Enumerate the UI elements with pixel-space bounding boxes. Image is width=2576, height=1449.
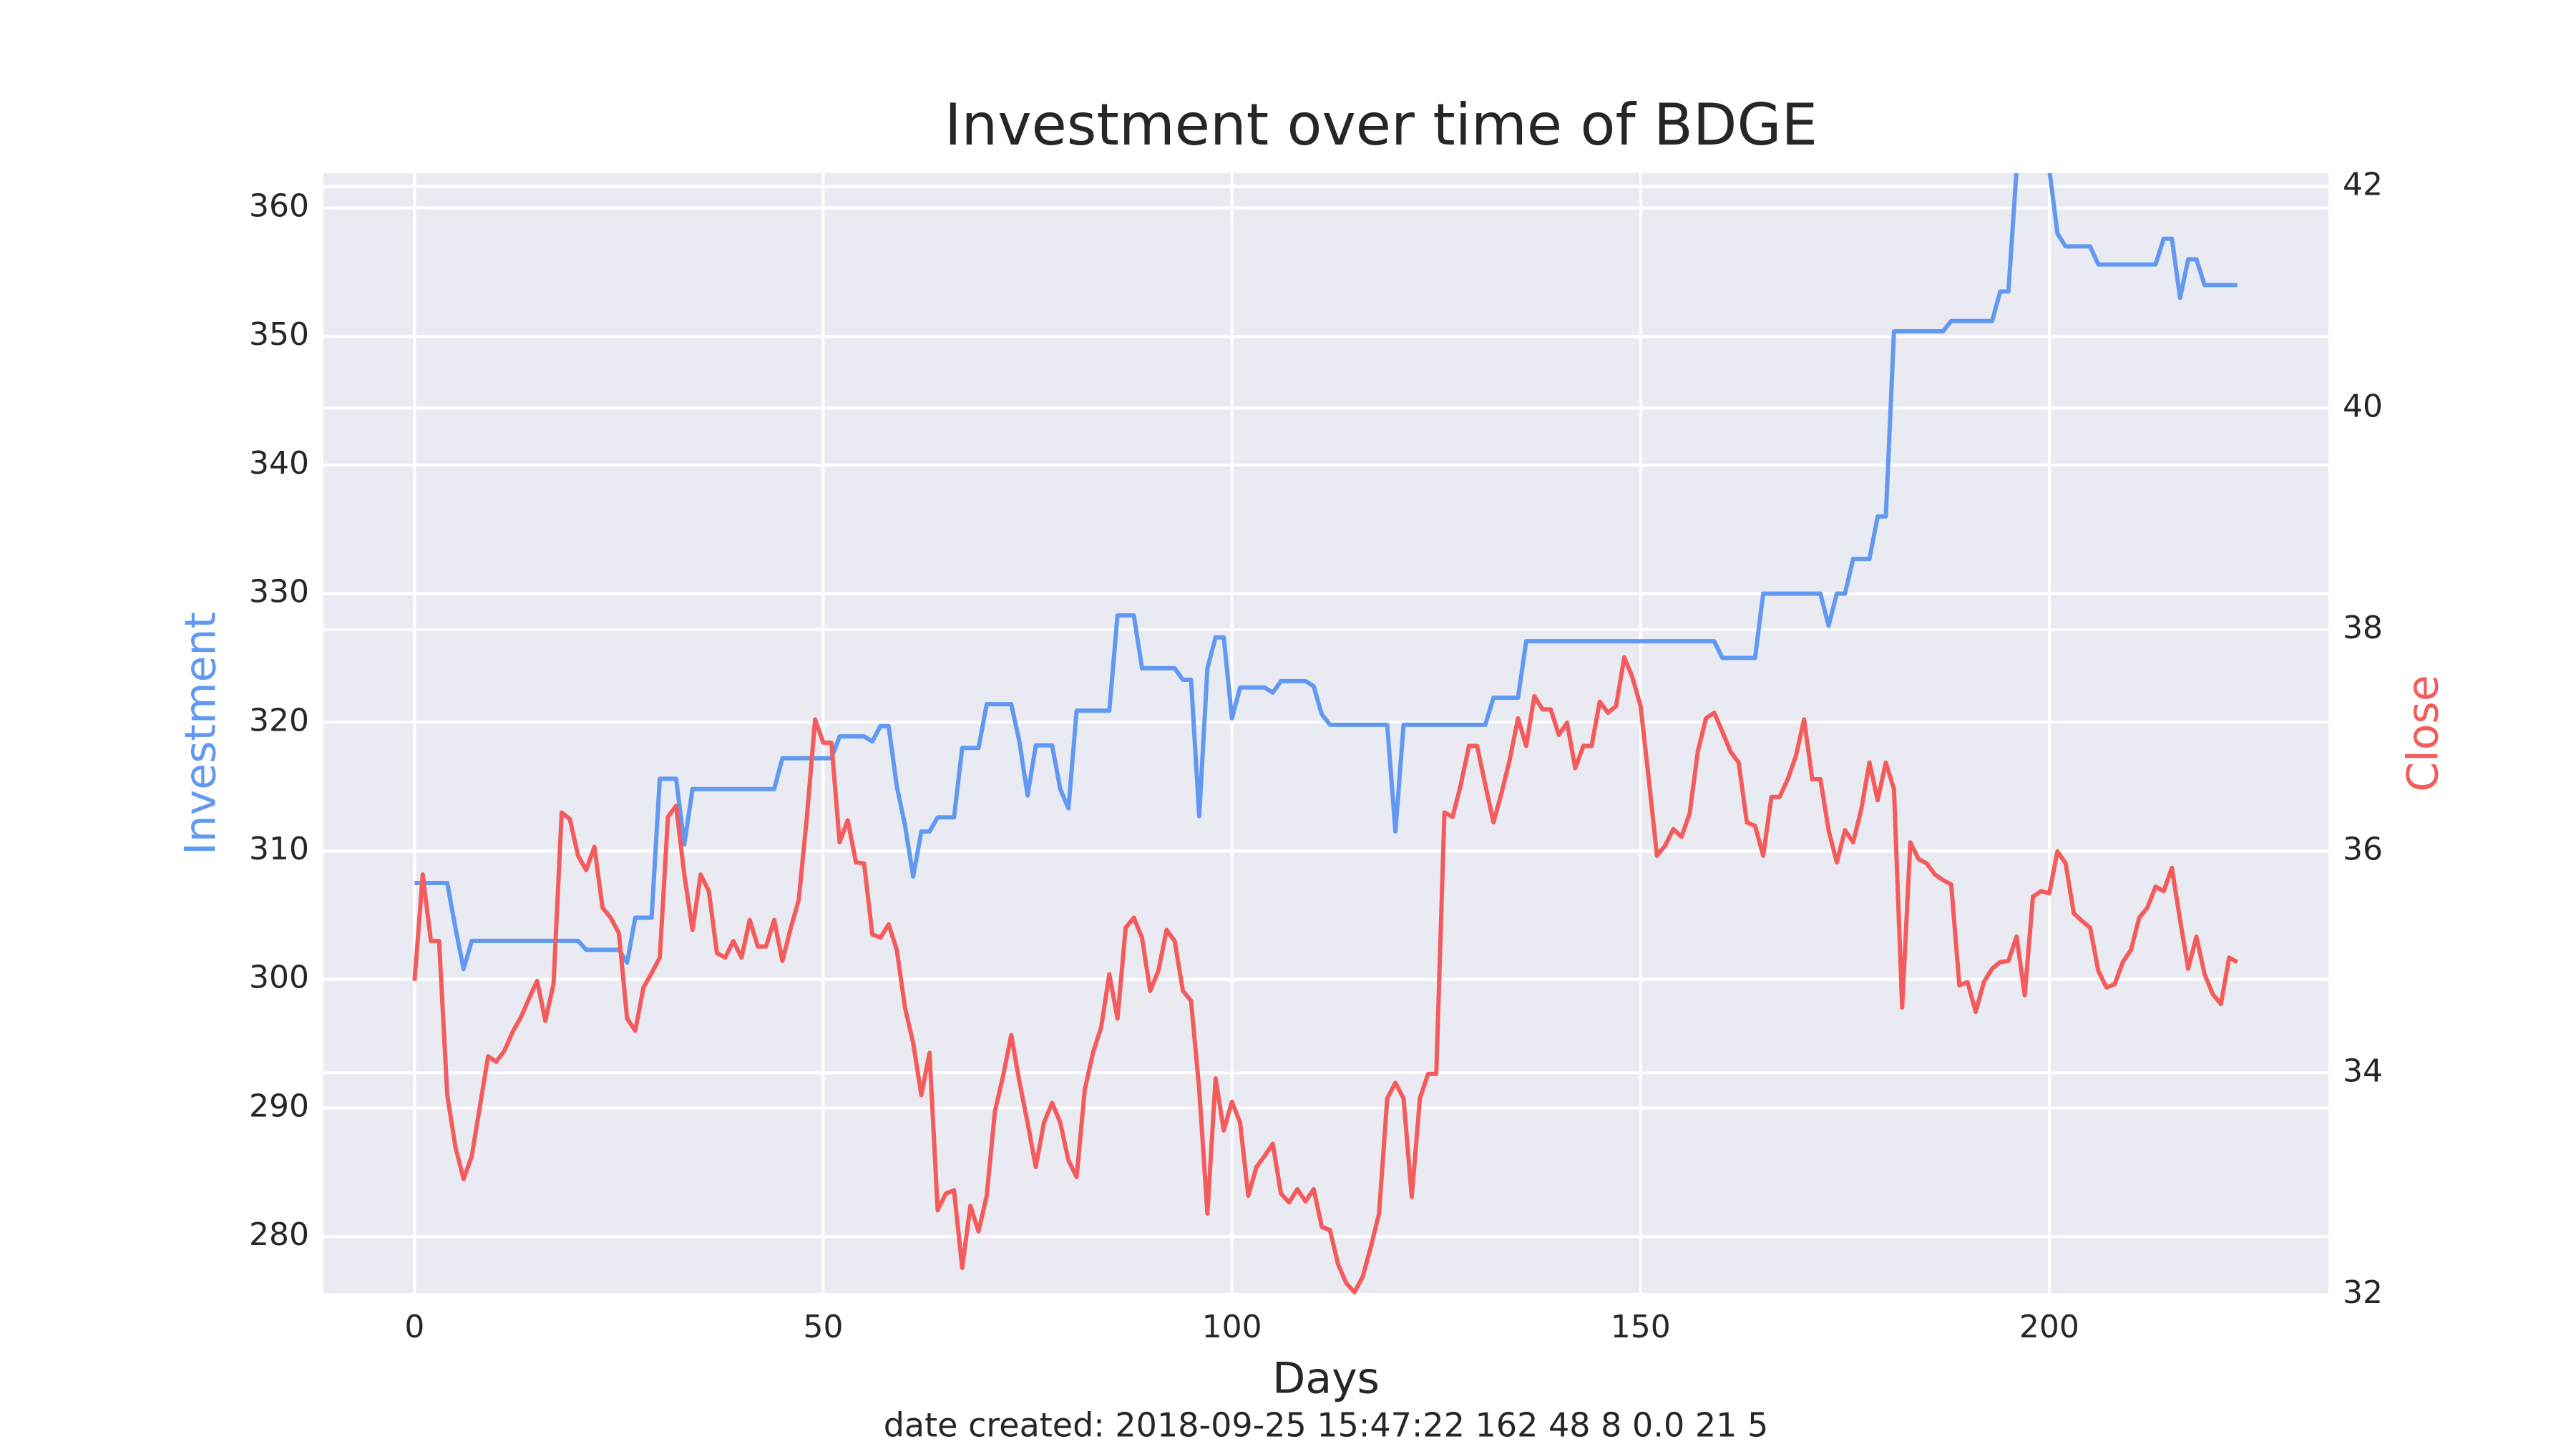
lines [412, 173, 2239, 1294]
series-line [414, 173, 2238, 972]
footer: date created: 2018-09-25 15:47:22 162 48… [884, 1406, 1769, 1445]
y-tick-label: 290 [249, 1088, 309, 1124]
y2-tick-label: 36 [2343, 831, 2383, 868]
labels: 0 50 100 150 200 280 290 300 310 320 330 340 350 360 3… [249, 167, 2383, 1345]
y-tick-label: 330 [249, 574, 309, 610]
x-tick-label: 100 [1202, 1309, 1262, 1345]
x-tick-label: 0 [404, 1309, 424, 1345]
y2-tick-label: 42 [2343, 167, 2383, 203]
plot-area [323, 173, 2328, 1294]
y-tick-label: 280 [249, 1216, 309, 1253]
x-tick-label: 50 [804, 1309, 844, 1345]
y2-tick-label: 40 [2343, 388, 2383, 424]
y-tick-label: 360 [249, 188, 309, 225]
y2-tick-label: 32 [2343, 1274, 2383, 1311]
chart-title: Investment over time of BDGE [945, 92, 1818, 158]
y-tick-label: 310 [249, 831, 309, 867]
y2-tick-label: 34 [2343, 1053, 2383, 1089]
y-tick-label: 300 [249, 960, 309, 996]
y2-tick-label: 38 [2343, 610, 2383, 646]
x-tick-label: 150 [1611, 1309, 1671, 1345]
y-tick-label: 340 [249, 445, 309, 482]
series-line [412, 655, 2239, 1294]
grid [323, 173, 2328, 1296]
y-tick-label: 320 [249, 702, 309, 738]
y2-axis-label: Close [2399, 675, 2449, 791]
y-tick-label: 350 [249, 316, 309, 353]
x-tick-label: 200 [2019, 1309, 2079, 1345]
x-axis-label: Days [1272, 1354, 1380, 1404]
y-axis-label: Investment [176, 612, 226, 855]
